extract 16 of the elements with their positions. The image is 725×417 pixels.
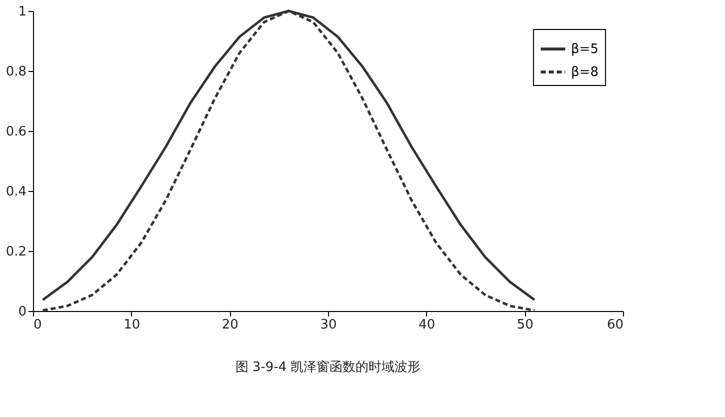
y-tick-label: 0.4 xyxy=(6,184,26,200)
y-tick-label: 0.6 xyxy=(6,124,26,140)
legend-label: β=8 xyxy=(571,65,598,80)
x-tick-label: 20 xyxy=(222,318,238,332)
y-tick-label: 0 xyxy=(18,304,26,320)
y-tick-label: 0.8 xyxy=(6,64,26,80)
x-tick-label: 40 xyxy=(418,318,436,332)
x-tick-label: 10 xyxy=(124,318,140,332)
x-tick-label: 60 xyxy=(606,318,624,332)
legend-label: β=5 xyxy=(571,42,598,57)
y-tick-label: 0.2 xyxy=(6,244,26,260)
x-tick-label: 30 xyxy=(320,318,337,332)
x-tick-label: 50 xyxy=(516,318,534,332)
x-tick-label: 0 xyxy=(34,318,42,332)
y-tick-label: 1 xyxy=(18,4,26,20)
caption: 图 3-9-4 凯泽窗函数的时域波形 xyxy=(235,359,421,375)
